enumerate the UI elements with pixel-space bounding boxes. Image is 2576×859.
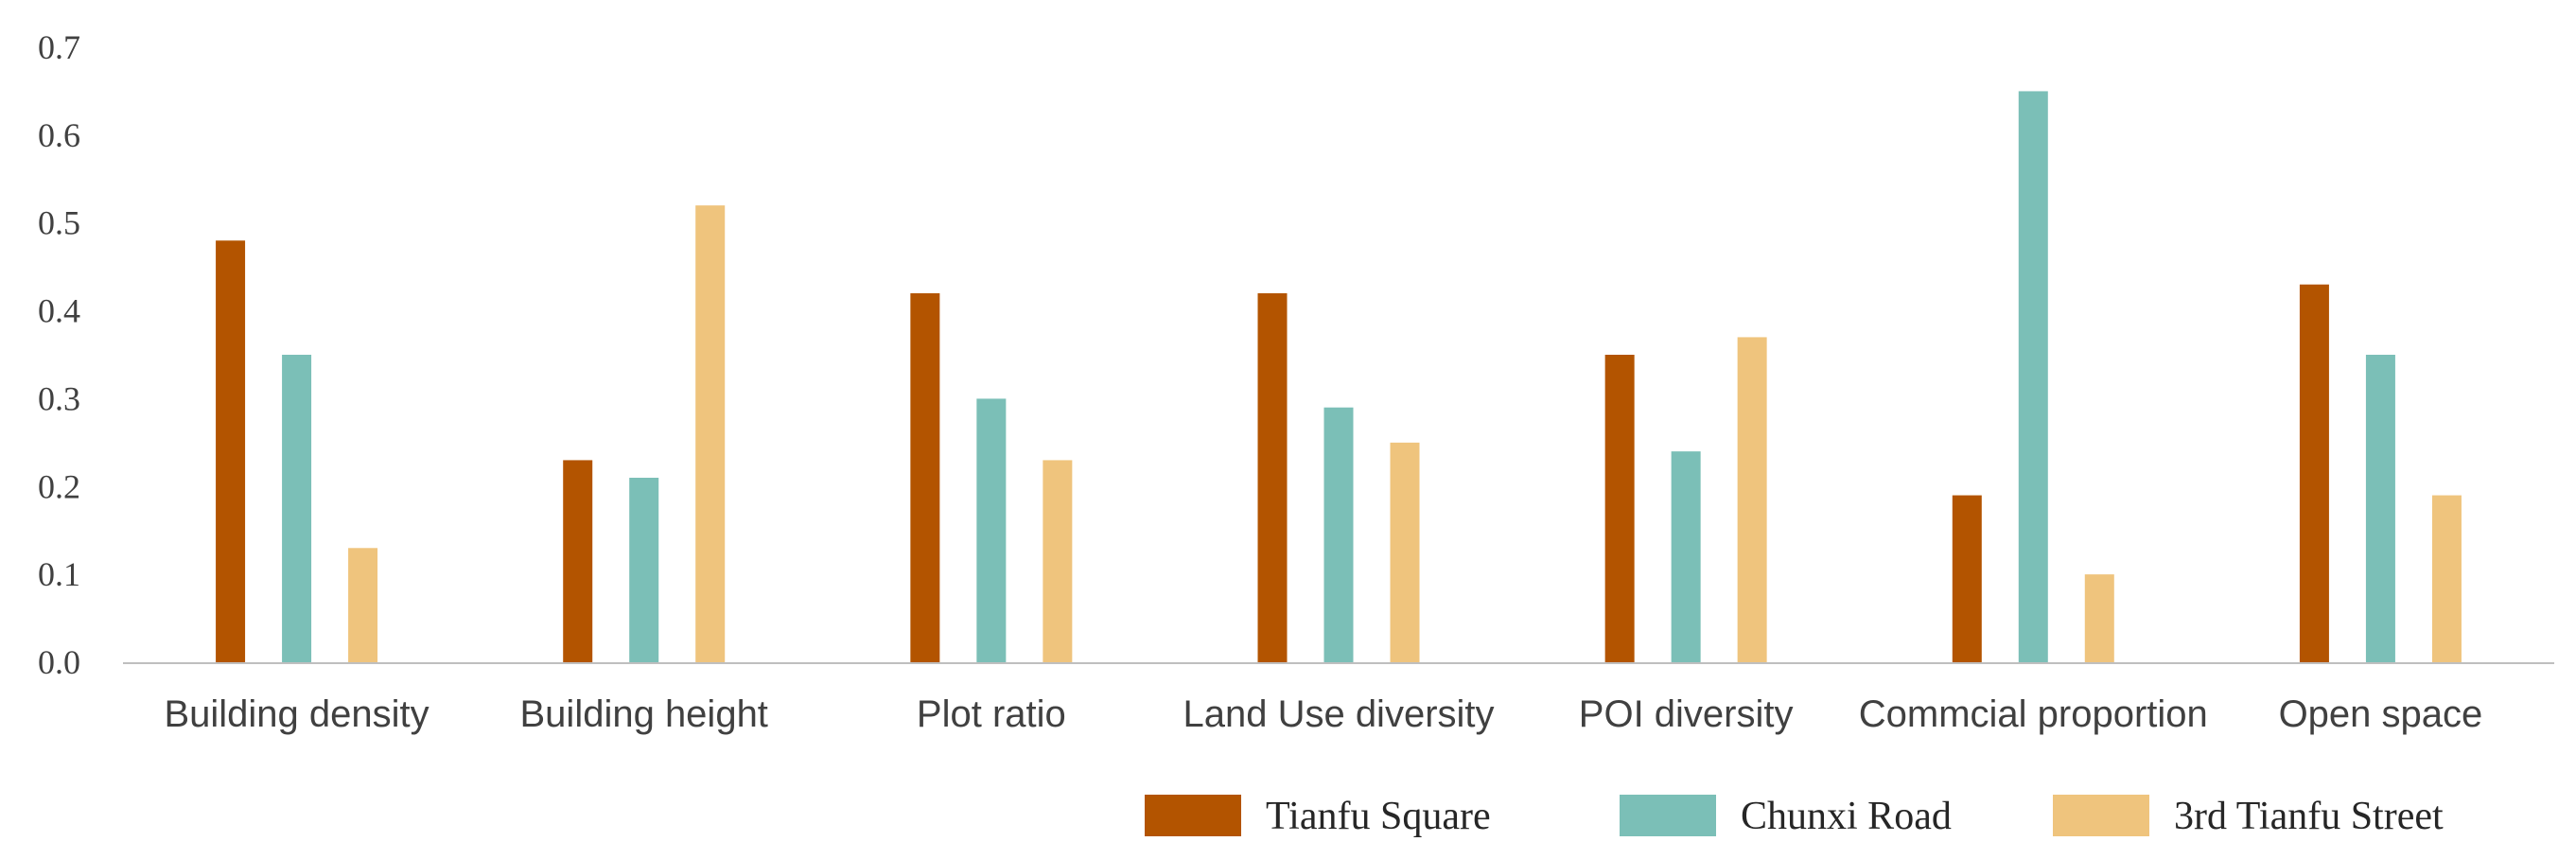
x-tick-label: Building height bbox=[520, 693, 768, 735]
bar-chunxi-road-6 bbox=[2365, 355, 2395, 662]
x-axis-ticks: Building density Building height Plot rati… bbox=[164, 693, 2482, 735]
bar-chunxi-road-5 bbox=[2018, 91, 2048, 662]
bar-tianfu-square-0 bbox=[216, 240, 246, 663]
legend-label: Chunxi Road bbox=[1741, 795, 1952, 838]
legend-swatch bbox=[1145, 795, 1241, 836]
y-axis-ticks: 0.0 0.1 0.2 0.3 0.4 0.5 0.6 0.7 bbox=[38, 28, 80, 681]
x-tick-label: Commcial proportion bbox=[1859, 693, 2208, 735]
bar-chunxi-road-0 bbox=[282, 355, 312, 662]
bar-3rd-tianfu-street-3 bbox=[1390, 442, 1420, 662]
y-tick-label: 0.3 bbox=[38, 379, 80, 417]
x-tick-label: Land Use diversity bbox=[1183, 693, 1494, 735]
bar-tianfu-square-3 bbox=[1257, 293, 1288, 662]
x-tick-label: Building density bbox=[164, 693, 429, 735]
bar-tianfu-square-4 bbox=[1604, 355, 1635, 662]
bar-tianfu-square-2 bbox=[910, 293, 940, 662]
bar-chunxi-road-2 bbox=[976, 398, 1007, 662]
bar-3rd-tianfu-street-2 bbox=[1043, 460, 1073, 662]
y-tick-label: 0.0 bbox=[38, 643, 80, 681]
bar-3rd-tianfu-street-5 bbox=[2084, 574, 2114, 662]
y-tick-label: 0.1 bbox=[38, 555, 80, 593]
bar-chunxi-road-4 bbox=[1671, 451, 1701, 662]
bar-chunxi-road-3 bbox=[1323, 407, 1354, 662]
x-tick-label: Plot ratio bbox=[917, 693, 1066, 735]
legend: Tianfu Square Chunxi Road 3rd Tianfu Stree… bbox=[1145, 795, 2444, 838]
bar-3rd-tianfu-street-6 bbox=[2431, 495, 2462, 662]
x-tick-label: POI diversity bbox=[1579, 693, 1794, 735]
bar-3rd-tianfu-street-0 bbox=[348, 548, 378, 662]
legend-swatch bbox=[2053, 795, 2149, 836]
legend-swatch bbox=[1620, 795, 1716, 836]
bar-3rd-tianfu-street-4 bbox=[1737, 337, 1767, 662]
y-tick-label: 0.5 bbox=[38, 204, 80, 242]
y-tick-label: 0.2 bbox=[38, 467, 80, 505]
legend-label: Tianfu Square bbox=[1266, 795, 1491, 838]
bar-tianfu-square-1 bbox=[563, 460, 593, 662]
bars bbox=[216, 91, 2462, 663]
y-tick-label: 0.4 bbox=[38, 292, 80, 330]
bar-tianfu-square-5 bbox=[1952, 495, 1982, 662]
bar-tianfu-square-6 bbox=[2299, 284, 2329, 662]
legend-label: 3rd Tianfu Street bbox=[2174, 795, 2444, 838]
y-tick-label: 0.6 bbox=[38, 116, 80, 154]
x-tick-label: Open space bbox=[2279, 693, 2483, 735]
bar-chunxi-road-1 bbox=[629, 478, 659, 662]
y-tick-label: 0.7 bbox=[38, 28, 80, 66]
bar-3rd-tianfu-street-1 bbox=[695, 205, 726, 662]
